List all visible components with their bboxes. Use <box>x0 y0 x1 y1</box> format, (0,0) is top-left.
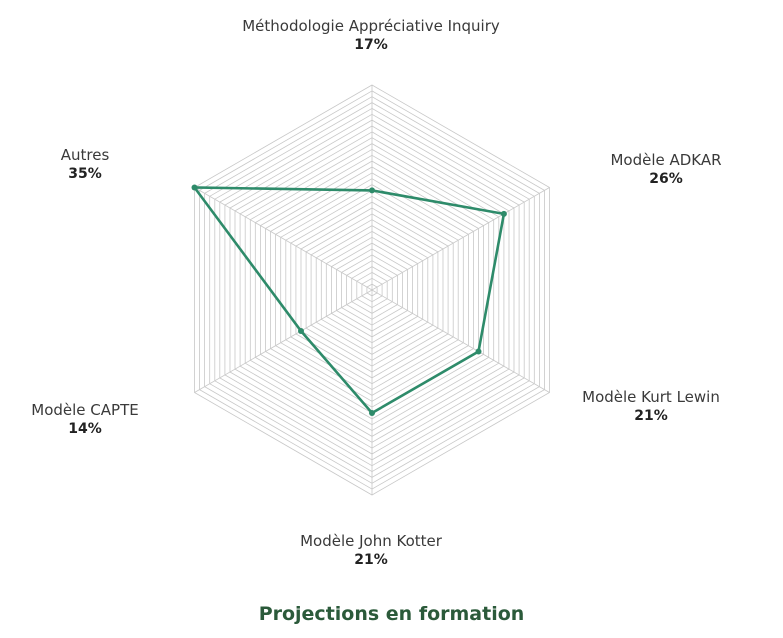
category-label-2: Modèle Kurt Lewin 21% <box>582 388 720 425</box>
axis-line <box>194 187 373 291</box>
category-name: Autres <box>60 146 110 164</box>
axis-line <box>371 289 550 393</box>
category-name: Modèle Kurt Lewin <box>582 388 720 406</box>
category-name: Modèle John Kotter <box>300 532 442 550</box>
data-point <box>298 328 304 334</box>
data-point <box>369 187 375 194</box>
value-label: 26% <box>649 171 683 187</box>
value-label: 35% <box>68 166 102 182</box>
category-label-4: Modèle CAPTE 14% <box>31 401 138 438</box>
value-label: 14% <box>68 421 102 437</box>
axis-line <box>371 187 550 291</box>
category-label-1: Modèle ADKAR 26% <box>610 151 721 188</box>
category-name: Méthodologie Appréciative Inquiry <box>242 17 500 35</box>
value-label: 21% <box>354 552 388 568</box>
category-name: Modèle ADKAR <box>610 151 722 169</box>
axis-line <box>194 289 373 393</box>
chart-title: Projections en formation <box>258 603 525 625</box>
radar-series <box>191 184 507 416</box>
category-name: Modèle CAPTE <box>31 401 139 419</box>
radar-grid <box>194 84 550 496</box>
category-label-0: Méthodologie Appréciative Inquiry 17% <box>242 17 500 54</box>
category-label-5: Autres 35% <box>61 146 110 183</box>
data-point <box>369 410 375 416</box>
value-label: 17% <box>354 37 388 53</box>
category-label-3: Modèle John Kotter 21% <box>300 532 442 569</box>
value-label: 21% <box>634 408 668 424</box>
data-point <box>191 184 198 191</box>
data-point <box>500 210 507 217</box>
data-point <box>475 348 482 355</box>
